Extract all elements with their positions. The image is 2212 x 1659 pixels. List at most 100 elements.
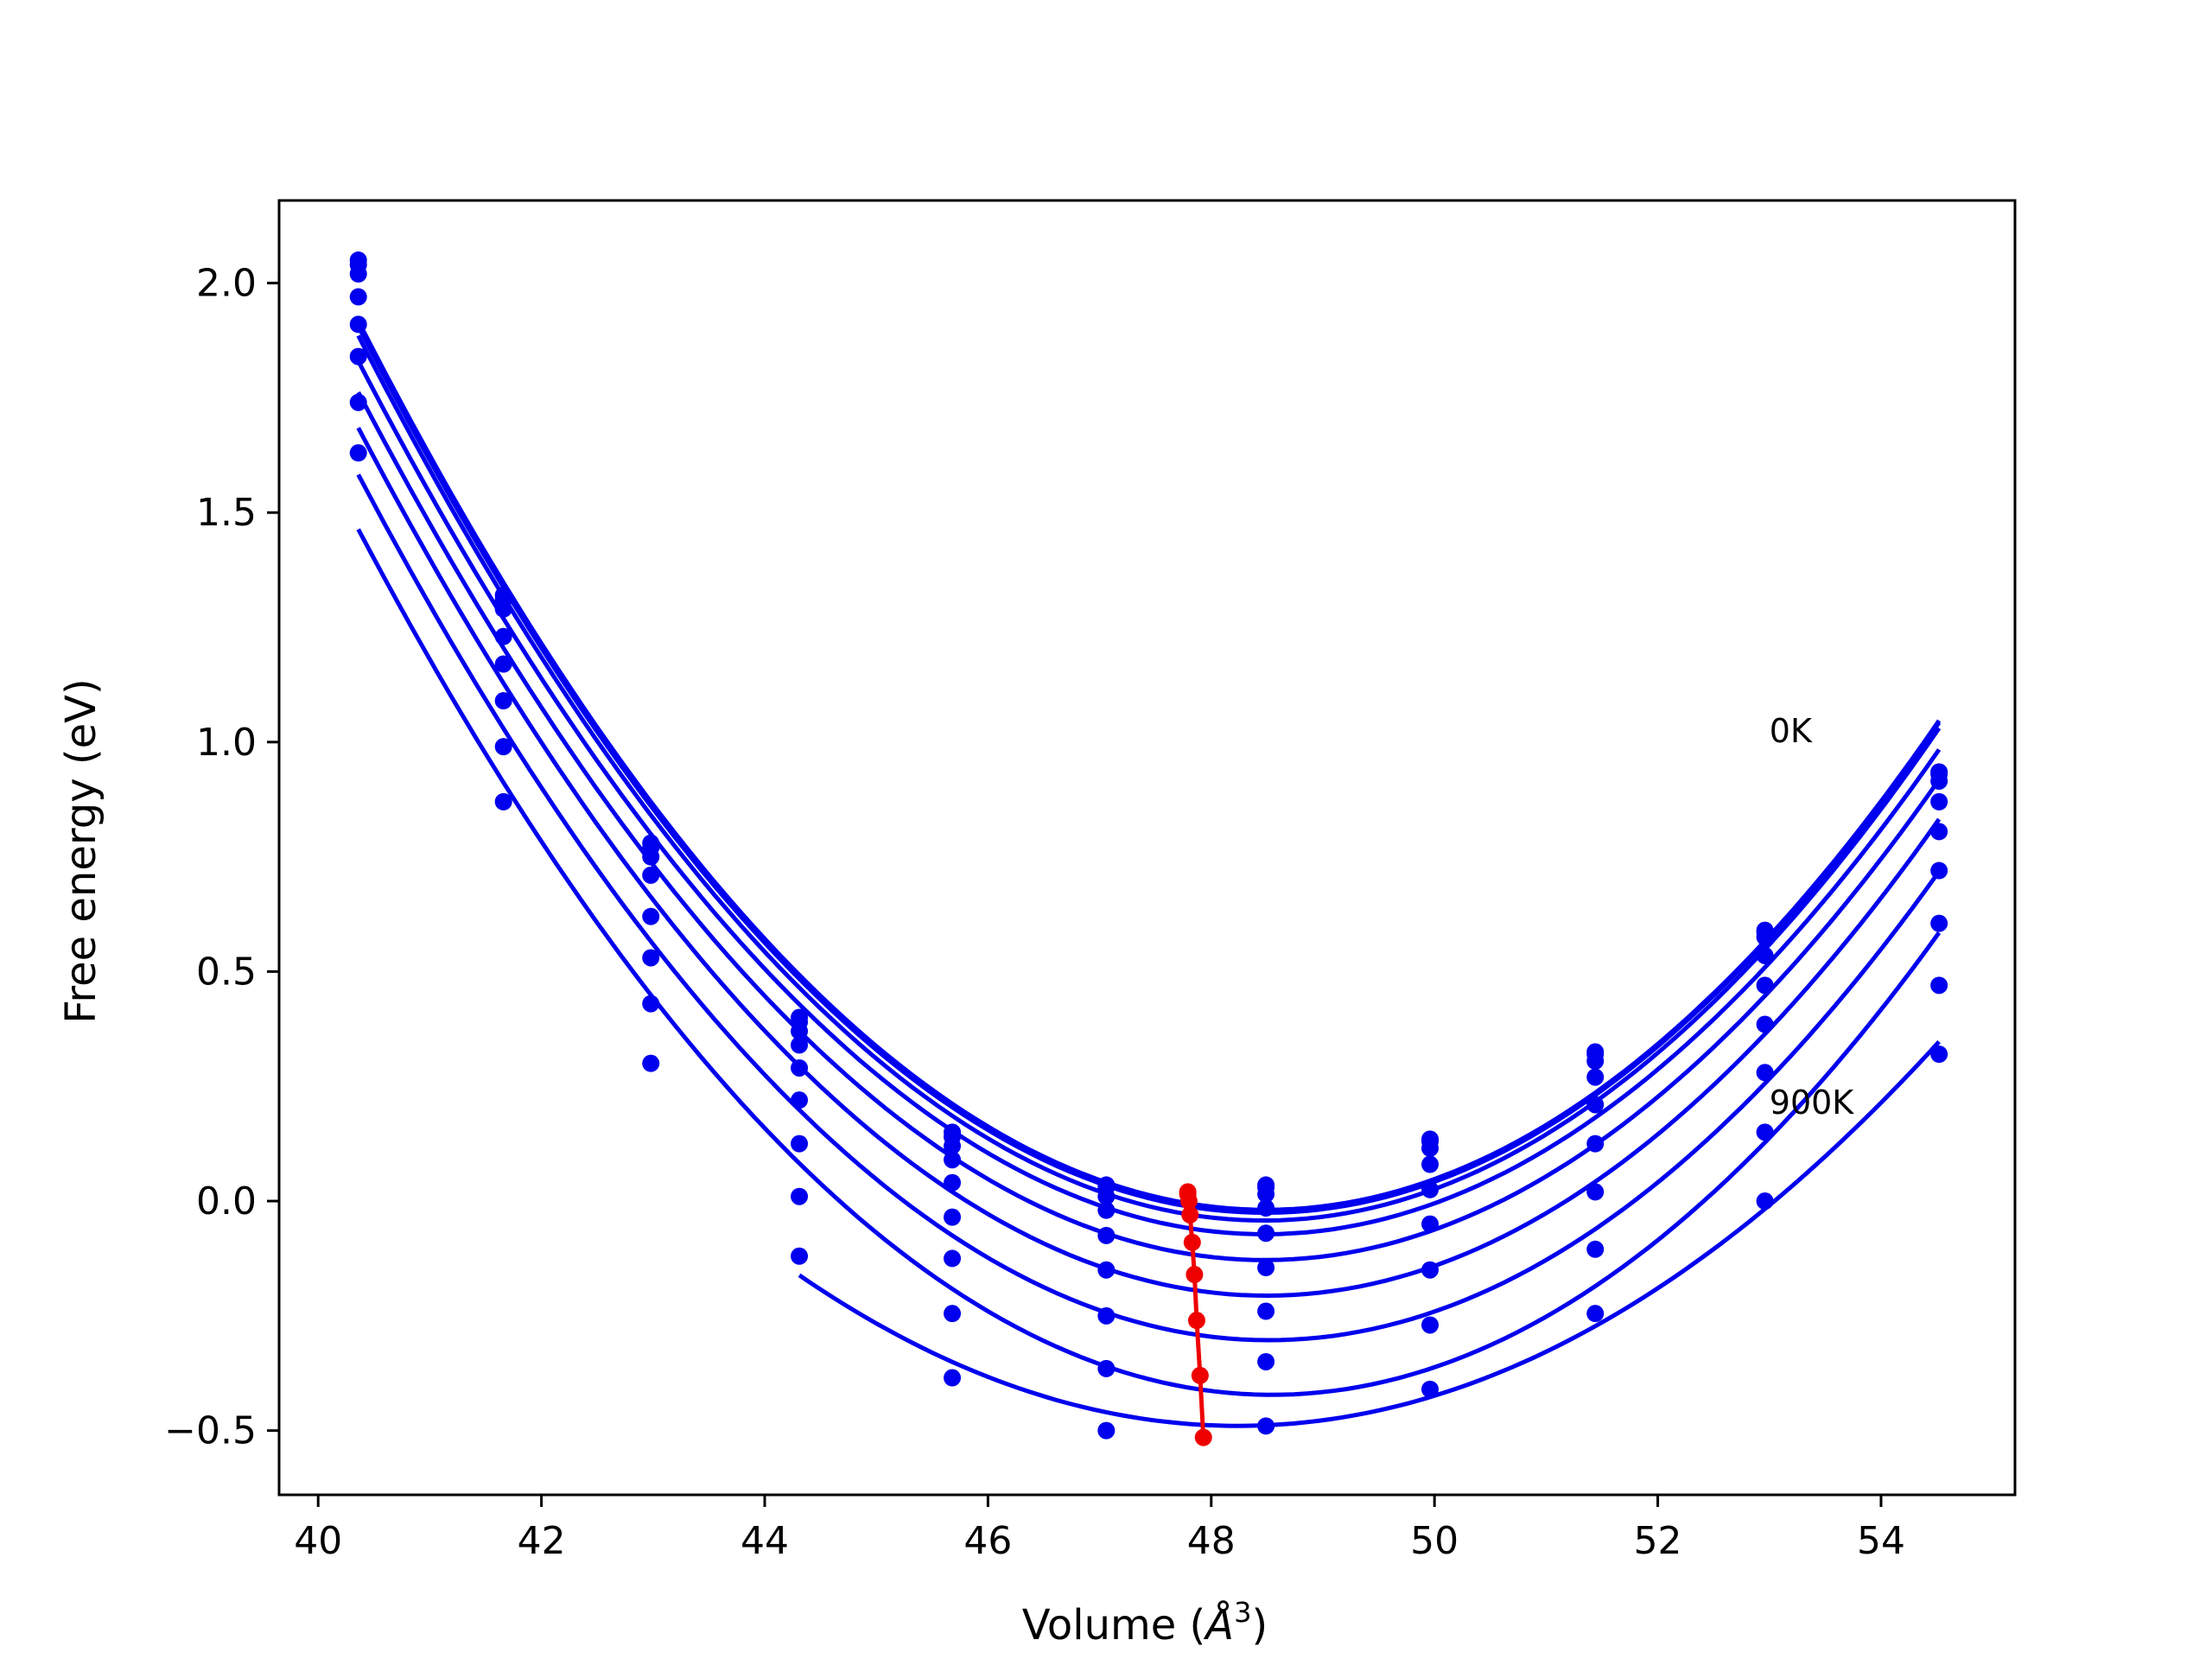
- data-point: [791, 1091, 809, 1109]
- data-point: [791, 1247, 809, 1265]
- data-point: [1756, 1192, 1774, 1211]
- data-point: [1097, 1226, 1116, 1244]
- y-tick-label: 2.0: [196, 262, 257, 306]
- data-point: [1756, 976, 1774, 995]
- x-axis-label-suffix: ): [1251, 1601, 1268, 1649]
- data-point: [944, 1249, 962, 1268]
- data-point: [494, 692, 512, 710]
- data-point: [1756, 1064, 1774, 1082]
- data-point: [791, 1187, 809, 1205]
- data-point: [1257, 1352, 1275, 1370]
- data-point: [944, 1305, 962, 1323]
- free-energy-curve: [356, 474, 1942, 1343]
- data-point: [1257, 1259, 1275, 1277]
- x-tick-label: 50: [1410, 1519, 1459, 1563]
- data-point: [791, 1022, 809, 1040]
- data-point: [1756, 928, 1774, 946]
- data-point: [1586, 1183, 1605, 1201]
- data-point: [791, 1058, 809, 1077]
- data-point: [494, 627, 512, 645]
- data-point: [1257, 1417, 1275, 1435]
- data-point: [1097, 1261, 1116, 1279]
- minimum-point: [1194, 1428, 1212, 1446]
- data-point: [1586, 1305, 1605, 1323]
- x-tick-label: 52: [1634, 1519, 1682, 1563]
- data-point: [1257, 1198, 1275, 1217]
- free-energy-curves: [356, 320, 1942, 1428]
- x-axis-ticks: 40 42 44 46 48 50 52 54: [294, 1495, 1905, 1563]
- data-point: [1421, 1261, 1440, 1279]
- data-point: [1421, 1380, 1440, 1398]
- data-point: [944, 1369, 962, 1387]
- data-point: [1421, 1139, 1440, 1157]
- data-point: [642, 949, 660, 967]
- x-axis-label-sup: 3: [1234, 1596, 1251, 1629]
- data-point: [1586, 1240, 1605, 1258]
- data-point: [349, 347, 367, 365]
- free-energy-curve: [356, 325, 1942, 1216]
- y-axis-label: Free energy (eV): [57, 678, 105, 1023]
- data-point: [349, 444, 367, 462]
- data-point: [1097, 1359, 1116, 1377]
- x-tick-label: 42: [518, 1519, 566, 1563]
- free-energy-curve: [356, 391, 1942, 1262]
- data-point: [1097, 1306, 1116, 1325]
- data-point: [494, 600, 512, 618]
- data-point: [349, 288, 367, 306]
- x-tick-label: 46: [963, 1519, 1012, 1563]
- data-point: [1097, 1201, 1116, 1219]
- data-point: [944, 1173, 962, 1192]
- data-point: [642, 848, 660, 866]
- data-point: [1421, 1316, 1440, 1334]
- minimum-point: [1179, 1192, 1198, 1211]
- data-point: [1586, 1068, 1605, 1086]
- x-tick-label: 44: [741, 1519, 789, 1563]
- data-point: [349, 393, 367, 411]
- temperature-annotation: 0K: [1770, 712, 1813, 750]
- data-point: [1586, 1135, 1605, 1153]
- data-point: [494, 738, 512, 756]
- data-point: [494, 792, 512, 810]
- data-point: [1586, 1096, 1605, 1114]
- data-point: [1930, 914, 1948, 932]
- data-points: [349, 251, 1948, 1440]
- plot-frame: [277, 199, 2017, 1497]
- data-point: [1421, 1180, 1440, 1198]
- data-point: [642, 1054, 660, 1072]
- free-energy-curve: [356, 528, 1942, 1397]
- data-point: [944, 1137, 962, 1155]
- y-tick-label: 1.0: [196, 721, 257, 765]
- data-point: [1930, 823, 1948, 841]
- temperature-annotation: 900K: [1770, 1084, 1855, 1122]
- data-point: [1756, 1015, 1774, 1033]
- data-point: [944, 1208, 962, 1226]
- minimum-point: [1183, 1233, 1201, 1251]
- y-tick-label: 0.5: [196, 950, 257, 994]
- data-point: [1930, 792, 1948, 810]
- data-point: [1930, 1046, 1948, 1064]
- x-tick-label: 40: [294, 1519, 342, 1563]
- free-energy-curve: [356, 320, 1942, 1212]
- data-point: [1586, 1052, 1605, 1071]
- data-point: [642, 907, 660, 925]
- data-point: [1257, 1224, 1275, 1243]
- data-point: [791, 1036, 809, 1054]
- data-point: [1257, 1185, 1275, 1204]
- annotations: 0K 900K: [1770, 712, 1855, 1122]
- data-point: [349, 315, 367, 334]
- data-point: [1257, 1302, 1275, 1320]
- free-energy-curve: [356, 334, 1942, 1224]
- x-axis-label-unit: Å: [1203, 1600, 1234, 1649]
- data-point: [1421, 1215, 1440, 1233]
- data-point: [1097, 1187, 1116, 1205]
- data-point: [1421, 1155, 1440, 1173]
- data-point: [642, 866, 660, 884]
- data-point: [349, 264, 367, 283]
- free-energy-curve: [356, 359, 1942, 1236]
- data-point: [1756, 1123, 1774, 1141]
- minimum-point: [1181, 1205, 1199, 1224]
- data-point: [791, 1135, 809, 1153]
- data-point: [1930, 861, 1948, 880]
- x-axis-label-prefix: Volume (: [1022, 1601, 1206, 1649]
